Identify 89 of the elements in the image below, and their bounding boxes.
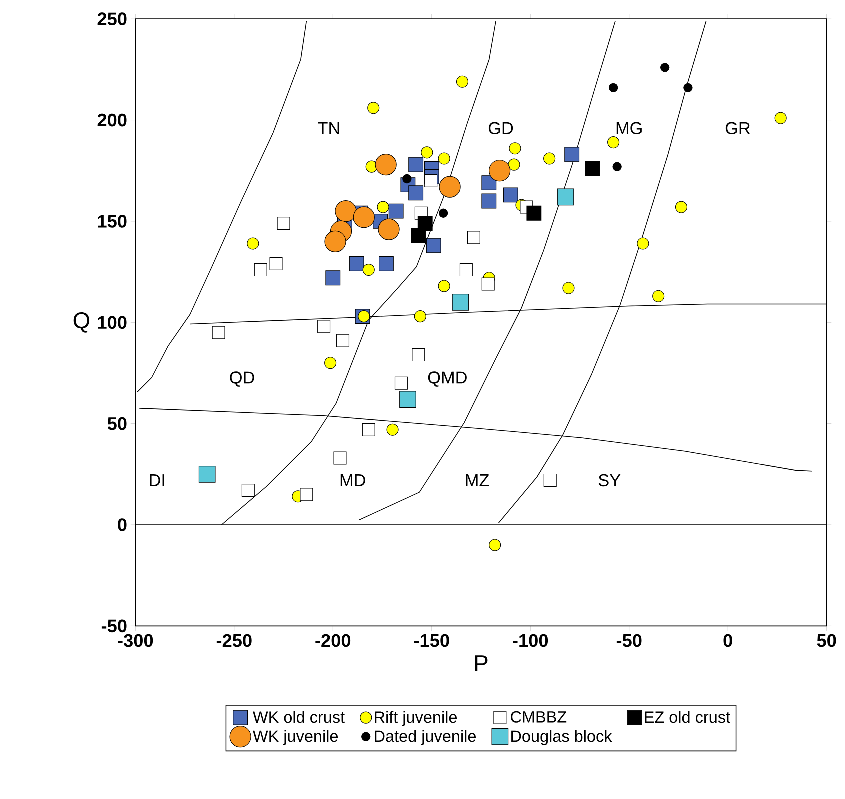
point — [557, 188, 574, 206]
x-tick-label: -300 — [118, 634, 154, 648]
point — [349, 256, 364, 272]
x-tick-label: -150 — [414, 634, 450, 648]
legend-label: WK old crust — [253, 711, 345, 724]
point — [408, 157, 424, 172]
annotation: GR — [726, 122, 750, 134]
x-axis-title: P — [475, 656, 488, 672]
point — [426, 238, 442, 254]
point — [324, 230, 346, 252]
point — [421, 146, 434, 159]
y-tick-label: 50 — [108, 417, 127, 430]
legend-label: CMBBZ — [511, 711, 567, 723]
y-tick-label: 100 — [98, 316, 127, 329]
x-tick-label: -100 — [513, 634, 548, 648]
point — [326, 270, 341, 286]
point — [418, 216, 433, 231]
annotation: QD — [230, 372, 254, 387]
point — [324, 356, 337, 370]
y-tick-label: 250 — [98, 12, 127, 26]
annotation: MZ — [466, 474, 490, 486]
point — [456, 76, 469, 88]
point — [424, 174, 438, 188]
point — [489, 160, 511, 182]
point — [379, 256, 394, 272]
legend-label: WK juvenile — [253, 730, 338, 746]
point — [368, 102, 380, 114]
annotation: TN — [318, 122, 340, 134]
point — [508, 158, 520, 171]
point — [509, 142, 522, 155]
point — [335, 200, 357, 222]
point — [358, 310, 370, 323]
annotation: MD — [340, 474, 366, 486]
point — [438, 152, 450, 165]
x-tick-label: -50 — [616, 634, 642, 648]
y-axis-title: Q — [74, 312, 90, 333]
point — [564, 147, 580, 162]
legend-label: Dated juvenile — [375, 730, 476, 746]
y-tick-label: -50 — [102, 620, 127, 633]
point — [378, 218, 400, 240]
x-tick-label: 0 — [724, 634, 732, 648]
point — [388, 204, 404, 219]
point — [608, 136, 620, 148]
legend-label: Rift juvenile — [375, 711, 458, 726]
legend-label: Douglas block — [512, 730, 612, 746]
point — [503, 188, 518, 203]
point — [198, 466, 216, 483]
point — [660, 62, 670, 72]
point — [377, 201, 390, 214]
point — [489, 539, 502, 552]
point — [482, 278, 495, 291]
annotation: SY — [598, 474, 621, 486]
y-tick-label: 150 — [98, 214, 127, 228]
point — [526, 206, 542, 221]
point — [774, 112, 787, 124]
point — [362, 264, 375, 276]
point — [414, 310, 426, 323]
point — [544, 152, 556, 165]
x-tick-label: -250 — [216, 634, 252, 648]
x-tick-label: 50 — [817, 634, 836, 648]
point — [652, 290, 665, 302]
point — [386, 424, 399, 436]
point — [438, 208, 448, 218]
point — [411, 228, 426, 243]
point — [375, 154, 397, 176]
x-tick-label: -200 — [316, 634, 351, 648]
point — [408, 186, 424, 201]
point — [439, 176, 461, 198]
point — [684, 83, 693, 92]
point — [585, 161, 600, 176]
annotation: GD — [488, 122, 514, 134]
y-tick-label: 200 — [98, 114, 127, 127]
point — [353, 206, 375, 228]
point — [637, 238, 650, 250]
point — [675, 201, 688, 214]
point — [612, 162, 622, 172]
y-tick-label: 0 — [118, 518, 127, 532]
point — [562, 282, 575, 294]
point — [438, 280, 450, 292]
annotation: QMD — [428, 372, 467, 387]
point — [247, 238, 260, 250]
point — [608, 83, 618, 92]
point — [402, 174, 412, 184]
annotation: MG — [616, 122, 642, 134]
point — [482, 194, 497, 209]
legend-label: EZ old crust — [645, 711, 730, 724]
point — [452, 294, 470, 311]
point — [400, 391, 416, 408]
annotation: DI — [150, 474, 164, 486]
